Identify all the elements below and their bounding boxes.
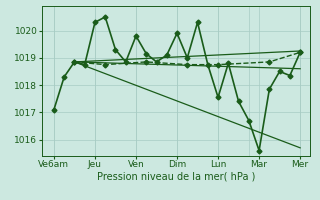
X-axis label: Pression niveau de la mer( hPa ): Pression niveau de la mer( hPa ) (97, 172, 255, 182)
